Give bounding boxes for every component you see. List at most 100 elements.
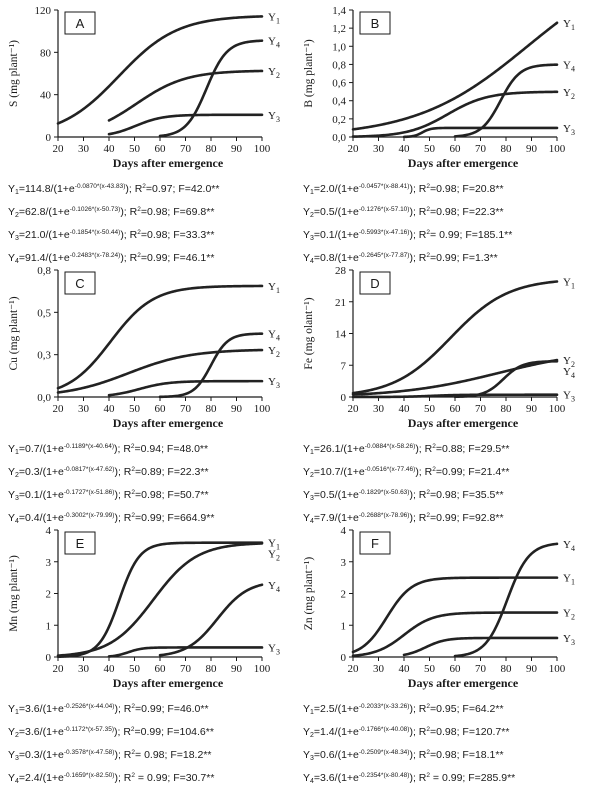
series-line-y3 [107, 379, 264, 397]
equation-pre: Y [8, 489, 16, 501]
equation-line: Y2=0.3/(1+e-0.0817*(x-47.62)); R2=0.89; … [8, 461, 214, 484]
equation-exp: -0.2354*(x-80.48) [358, 772, 410, 779]
y-tick-label: 0,8 [332, 59, 346, 71]
equation-line: Y3=0.5/(1+e-0.1829*(x-50.63)); R2=0.98; … [303, 484, 509, 507]
x-tick-label: 40 [104, 663, 116, 675]
equation-tail: =0.89; F=22.3** [135, 466, 209, 478]
equation-mid: =0.3/(1+e [18, 749, 64, 761]
equation-post: ); R [120, 206, 138, 218]
equation-post: ); R [409, 489, 427, 501]
equation-post: ); R [409, 726, 427, 738]
equation-pre: Y [8, 183, 16, 195]
equation-tail: = 0.98; F=18.2** [135, 749, 212, 761]
equation-line: Y2=62.8/(1+e-0.1026*(x-50.73)); R2=0.98;… [8, 201, 219, 224]
chart-svg-D: 20 30 40 50 60 70 80 90 100 0 7 14 21 28 Days after em… [303, 265, 575, 430]
equation-sub: 1 [15, 449, 19, 456]
x-tick-label: 80 [501, 403, 513, 415]
equation-exp: -0.0516*(x-77.46) [364, 466, 416, 473]
equation-r2sup: 2 [130, 443, 135, 450]
y-tick-label: 3 [341, 557, 347, 569]
equation-tail: = 0.99; F=285.9** [430, 772, 516, 784]
series-line-y4 [158, 583, 264, 657]
chart-svg-B: 20 30 40 50 60 70 80 90 100 0,0 0,2 0,4 0,6 0,8 1,0 1,2… [303, 5, 575, 170]
x-tick-label: 80 [206, 143, 218, 155]
equation-post: ); R [113, 726, 131, 738]
equation-mid: =62.8/(1+e [18, 206, 70, 218]
x-tick-label: 70 [180, 663, 192, 675]
y-axis-label: Mn (mg plant⁻¹) [8, 555, 20, 632]
equation-exp: -0.1829*(x-50.63) [358, 489, 410, 496]
series-line-y3 [107, 646, 264, 658]
equation-pre: Y [8, 229, 16, 241]
equation-r2sup: 2 [426, 489, 431, 496]
x-tick-label: 80 [206, 663, 218, 675]
x-axis-label: Days after emergence [408, 156, 519, 170]
equation-r2sup: 2 [137, 206, 141, 213]
x-tick-label: 100 [549, 403, 566, 415]
series-label-y1: Y1 [268, 538, 280, 552]
equation-tail: = 0.99; F=185.1** [430, 229, 513, 241]
x-tick-label: 60 [155, 663, 167, 675]
series-label-y3: Y3 [563, 633, 575, 647]
equation-line: Y3=21.0/(1+e-0.1854*(x-50.44)); R2=0.98;… [8, 224, 219, 247]
equation-exp: -0.3002*(x-79.99) [63, 512, 115, 519]
equation-pre: Y [303, 466, 311, 478]
y-tick-label: 0 [46, 132, 52, 144]
equation-sub: 4 [310, 258, 314, 265]
equation-pre: Y [8, 466, 16, 478]
y-tick-label: 0,0 [332, 132, 346, 144]
series-label-y3: Y3 [268, 376, 280, 390]
equation-line: Y3=0.3/(1+e-0.3578*(x-47.58)); R2= 0.98;… [8, 744, 214, 767]
equation-r2sup: 2 [432, 443, 436, 450]
x-tick-label: 20 [53, 143, 65, 155]
x-tick-label: 40 [399, 403, 411, 415]
equation-post: ); R [415, 443, 433, 455]
series-line-y3 [402, 126, 559, 139]
x-tick-label: 50 [424, 663, 436, 675]
equation-r2sup: 2 [137, 229, 141, 236]
x-tick-label: 40 [399, 143, 411, 155]
equation-pre: Y [303, 749, 311, 761]
equation-tail: =0.98; F=120.7** [430, 726, 510, 738]
equation-tail: =0.99; F=664.9** [135, 512, 215, 524]
equation-pre: Y [8, 252, 16, 264]
panel-B: 20 30 40 50 60 70 80 90 100 0,0 0,2 0,4 0,6 0,8 1,0 1,2… [295, 0, 590, 265]
equation-pre: Y [303, 183, 311, 195]
x-tick-label: 90 [526, 403, 538, 415]
equation-r2sup: 2 [131, 512, 136, 519]
equation-post: ); R [114, 489, 132, 501]
equation-post: ); R [415, 466, 433, 478]
x-tick-label: 50 [129, 663, 141, 675]
equation-sub: 3 [310, 495, 314, 502]
series-label-y4: Y4 [268, 36, 280, 50]
x-tick-label: 70 [180, 143, 192, 155]
equation-r2sup: 2 [426, 183, 431, 190]
series-line-y1 [351, 576, 559, 654]
x-tick-label: 90 [231, 143, 243, 155]
equation-exp: -0.1659*(x-82.50) [63, 772, 115, 779]
y-axis-label: S (mg plant⁻¹) [8, 40, 20, 107]
equation-tail: =0.95; F=64.2** [430, 703, 504, 715]
equation-line: Y2=10.7/(1+e-0.0516*(x-77.46)); R2=0.99;… [303, 461, 509, 484]
equation-line: Y1=3.6/(1+e-0.2526*(x-44.04)); R2=0.99; … [8, 698, 214, 721]
equation-mid: =26.1/(1+e [313, 443, 365, 455]
x-axis-label: Days after emergence [113, 156, 224, 170]
panel-A: 20 30 40 50 60 70 80 90 100 0 40 80 120 Days after em… [0, 0, 295, 265]
equation-exp: -0.2483*(x-78.24) [69, 252, 121, 259]
series-label-y2: Y2 [268, 345, 280, 359]
equation-exp: -0.1026*(x-50.73) [69, 206, 121, 213]
equation-sub: 2 [310, 212, 314, 219]
series-line-y1 [56, 541, 264, 659]
x-tick-label: 90 [231, 403, 243, 415]
equation-pre: Y [8, 703, 16, 715]
series-line-y2 [56, 542, 264, 657]
y-tick-label: 1,0 [332, 41, 346, 53]
x-tick-label: 20 [348, 143, 360, 155]
y-tick-label: 1 [46, 620, 52, 632]
y-tick-label: 0,6 [332, 78, 346, 90]
equation-tail: =0.99; F=104.6** [134, 726, 214, 738]
equation-tail: =0.94; F=48.0** [134, 443, 209, 455]
equation-mid: =3.6/(1+e [18, 726, 64, 738]
equation-exp: -0.2688*(x-78.96) [358, 512, 410, 519]
equation-pre: Y [8, 206, 16, 218]
